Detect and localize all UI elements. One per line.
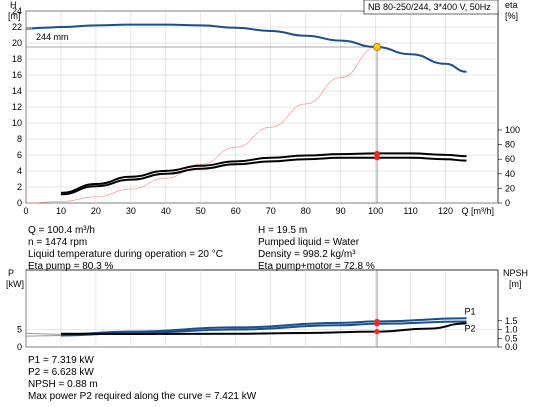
y-left-tick-label: 10 [12,118,22,128]
x-tick-label: 30 [126,206,136,216]
p1-curve-lead [25,332,61,335]
info-eta-pump-motor: Eta pump+motor = 72.8 % [258,261,375,272]
info-max-power: Max power P2 required along the curve = … [28,391,257,402]
y-left-tick-label: 16 [12,70,22,80]
impeller-diameter-annotation: 244 mm [36,32,69,42]
power-y-left-axis-label: P [8,268,14,278]
info-p2: P2 = 6.628 kW [28,367,94,378]
p1-curve [60,317,467,336]
info-density: Density = 998.2 kg/m³ [258,249,356,260]
y-left-tick-label: 22 [12,22,22,32]
efficiency-curve-lower [60,156,467,196]
title-box [363,0,499,15]
info-top-left: Q = 100.4 m³/h n = 1474 rpm Liquid tempe… [28,225,223,273]
x-tick-label: 100 [368,206,383,216]
info-p1: P1 = 7.319 kW [28,355,94,366]
power-y-right-axis-label: NPSH [503,268,528,278]
x-tick-label: 110 [403,206,417,216]
head-curve [25,23,467,73]
power-marker [374,329,380,335]
y-left-tick-label: 12 [12,102,22,112]
p2-curve-lead [25,334,61,337]
power-marker [374,321,380,327]
efficiency-curve-upper [60,152,467,194]
efficiency-marker [374,155,380,161]
p2-curve-label: P2 [465,323,476,333]
power-y-right-tick-label: 1.5 [505,316,518,326]
power-y-right-tick-label: 1.0 [505,325,518,335]
x-tick-label: 120 [438,206,453,216]
x-tick-label: 10 [56,206,66,216]
x-tick-label: 80 [301,206,311,216]
info-eta-pump: Eta pump = 80.3 % [28,261,114,272]
x-tick-label: 20 [91,206,101,216]
y-right-tick-label: 80 [505,140,515,150]
info-top-right: H = 19.5 m Pumped liquid = Water Density… [258,225,375,273]
y-left-tick-label: 14 [12,86,22,96]
chart-title: NB 80-250/244, 3*400 V, 50Hz [368,2,491,12]
y-left-tick-label: 20 [12,38,22,48]
y-left-tick-label: 4 [17,166,22,176]
info-head: H = 19.5 m [258,225,308,236]
y-left-tick-label: 2 [17,182,22,192]
y-right-tick-label: 0 [505,198,510,208]
y-right-tick-label: 20 [505,183,515,193]
y-right-tick-label: 100 [505,125,520,135]
info-pumped-liquid: Pumped liquid = Water [258,237,360,248]
y-right-tick-label: 40 [505,169,515,179]
x-tick-label: 90 [336,206,346,216]
power-y-left-axis-unit: [kW] [6,279,24,289]
info-flow: Q = 100.4 m³/h [28,225,95,236]
power-y-right-tick-label: 0.0 [505,342,518,352]
y-right-axis-label: eta [505,0,518,10]
x-tick-label: 0 [23,206,28,216]
system-curve [25,46,378,204]
y-left-tick-label: 6 [17,150,22,160]
npsh-curve [60,322,467,336]
y-right-tick-label: 60 [505,154,515,164]
y-right-axis-unit: [%] [505,11,518,21]
y-left-tick-label: 24 [12,6,22,16]
x-tick-label: 60 [231,206,241,216]
x-axis-label: Q [m³/h] [461,206,494,216]
info-liquid-temperature: Liquid temperature during operation = 20… [28,249,223,260]
y-left-tick-label: 0 [17,198,22,208]
info-npsh: NPSH = 0.88 m [28,379,98,390]
x-tick-label: 40 [161,206,171,216]
power-y-right-tick-label: 0.5 [505,333,518,343]
power-y-left-tick-label: 5 [17,325,22,335]
y-left-tick-label: 8 [17,134,22,144]
x-tick-label: 70 [266,206,276,216]
power-y-right-axis-unit: [m] [509,279,522,289]
y-left-tick-label: 18 [12,54,22,64]
info-speed: n = 1474 rpm [28,237,88,248]
duty-point-marker [373,43,381,51]
info-bottom: P1 = 7.319 kW P2 = 6.628 kW NPSH = 0.88 … [28,355,256,403]
y-left-axis-unit: [m] [8,11,21,21]
y-left-axis-label: H [10,0,17,10]
x-tick-label: 50 [196,206,206,216]
power-y-left-tick-label: 0 [17,342,22,352]
p1-curve-label: P1 [465,306,476,316]
p2-curve [60,320,467,337]
power-plot-frame [25,269,499,348]
